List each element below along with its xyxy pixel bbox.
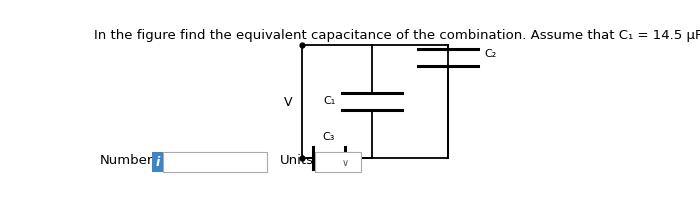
Text: In the figure find the equivalent capacitance of the combination. Assume that C₁: In the figure find the equivalent capaci…: [94, 29, 700, 42]
Text: i: i: [155, 155, 160, 168]
FancyBboxPatch shape: [151, 152, 163, 172]
Text: Number: Number: [99, 153, 153, 166]
Text: C₁: C₁: [323, 96, 336, 105]
FancyBboxPatch shape: [163, 152, 267, 172]
Text: V: V: [284, 96, 292, 108]
Text: Units: Units: [280, 153, 314, 166]
Text: C₃: C₃: [323, 131, 335, 141]
FancyBboxPatch shape: [315, 152, 361, 172]
Text: ∨: ∨: [342, 157, 349, 167]
Text: C₂: C₂: [484, 49, 497, 59]
